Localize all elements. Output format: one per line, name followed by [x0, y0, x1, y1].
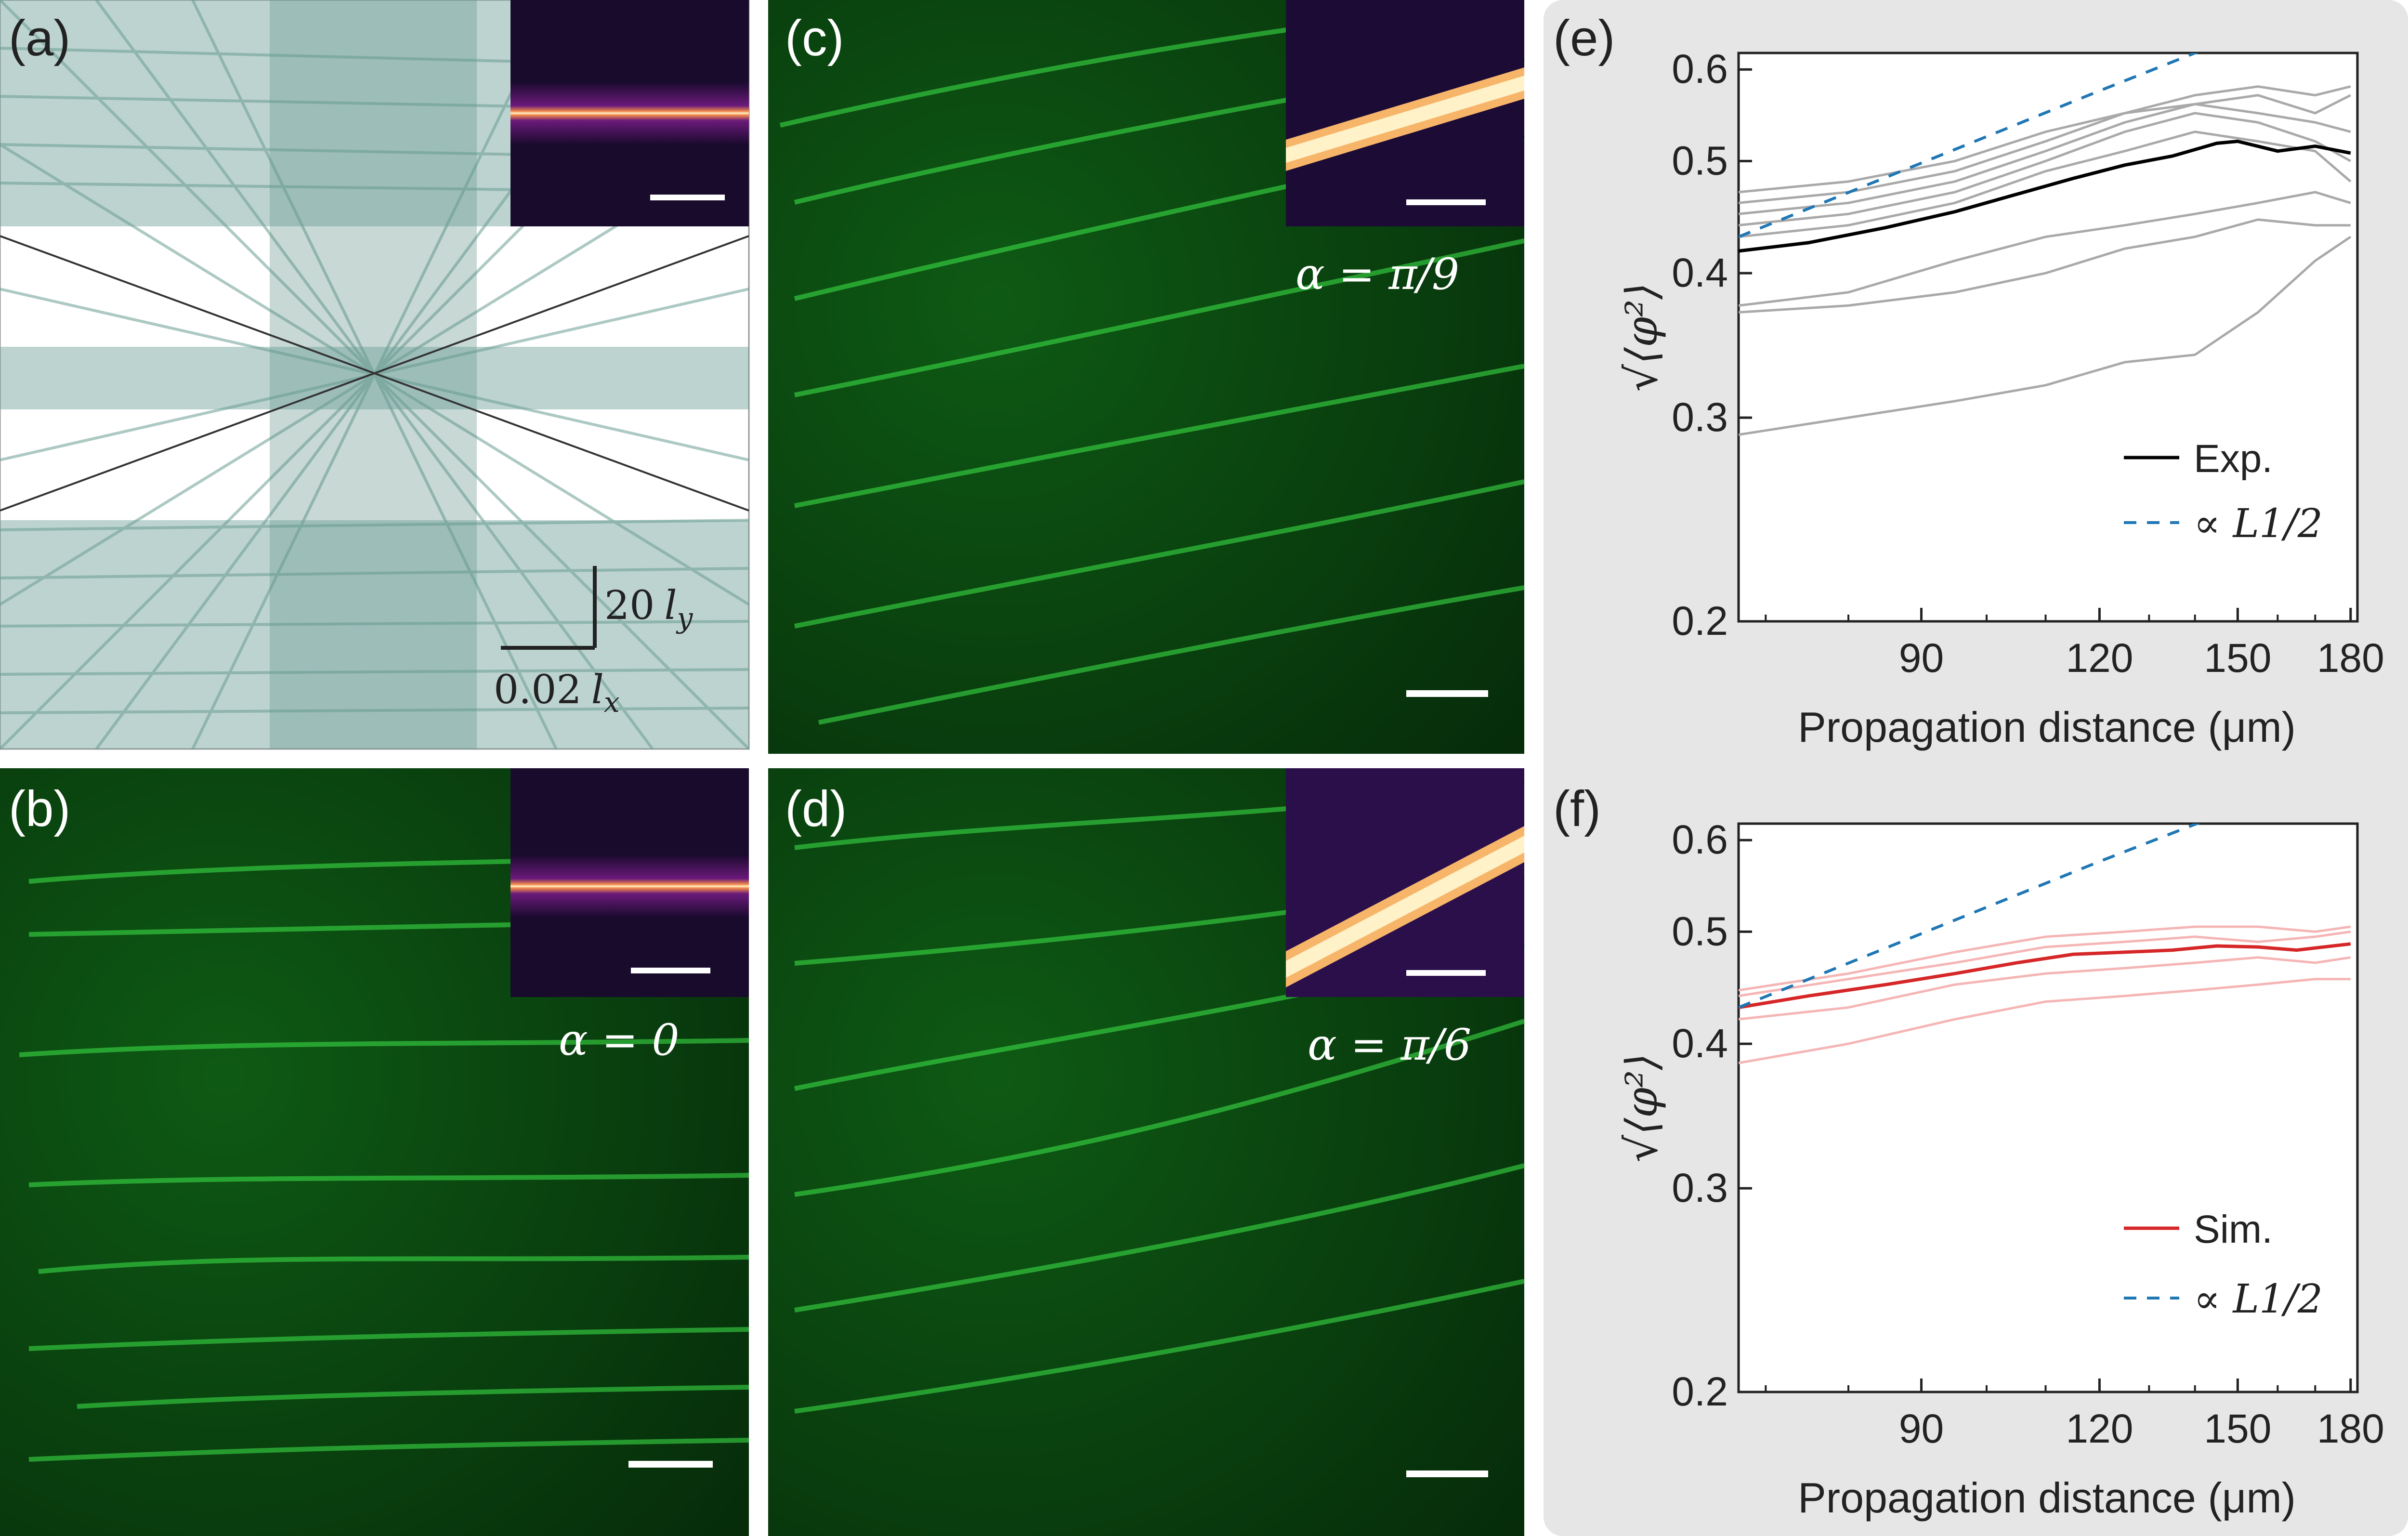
y-tick-label-f-3: 0.5 — [1672, 908, 1728, 954]
chart-e-plot-area — [1737, 52, 2359, 623]
run-line-e-7 — [1739, 236, 2352, 436]
run-line-e-1 — [1739, 94, 2351, 204]
panel-b-label: (b) — [9, 781, 70, 837]
y-tick-label-f-2: 0.4 — [1672, 1021, 1728, 1066]
run-line-f-1 — [1739, 930, 2351, 998]
filaments-c — [779, 0, 1525, 725]
panel-a-inset — [510, 0, 749, 226]
panel-a: (a) 20 ly 0.02 lx — [0, 0, 750, 750]
y-tick-label-f-1: 0.3 — [1672, 1165, 1728, 1210]
run-line-e-3 — [1739, 112, 2352, 227]
panel-b-inset — [510, 768, 749, 997]
chart-f-legend: Sim. ∝ L1/2 — [2124, 1208, 2323, 1322]
x-tick-label-f-0: 90 — [1899, 1406, 1944, 1451]
y-tick-label-f-0: 0.2 — [1672, 1369, 1728, 1414]
x-tick-label-f-2: 150 — [2204, 1406, 2271, 1451]
legend-f-fit-label: ∝ L1/2 — [2194, 1276, 2323, 1322]
panel-b: (b) α = 0 — [0, 768, 749, 1536]
scale-x-label: 0.02 lx — [494, 667, 620, 719]
panel-c: (c) α = π/9 — [768, 0, 1525, 754]
y-tick-label-e-3: 0.5 — [1672, 138, 1728, 183]
run-line-e-5 — [1739, 191, 2351, 307]
caustic-band-bottom — [0, 520, 749, 749]
legend-f-sim-label: Sim. — [2194, 1208, 2273, 1251]
chart-f-runs — [1739, 925, 2351, 1064]
chart-e-xlabel: Propagation distance (μm) — [1798, 703, 2296, 751]
scale-y-label: 20 ly — [604, 583, 694, 634]
chart-e-panel-label: (e) — [1553, 10, 1615, 66]
y-tick-label-f-4: 0.6 — [1672, 817, 1728, 862]
panel-a-scale: 20 ly 0.02 lx — [494, 566, 694, 719]
chart-e-main — [1739, 53, 2351, 253]
panel-d-alpha: α = π/6 — [1308, 1020, 1471, 1070]
panel-c-inset — [1286, 0, 1524, 226]
y-tick-label-e-0: 0.2 — [1672, 598, 1728, 643]
chart-e-ylabel: √⟨φ²⟩ — [1617, 283, 1667, 392]
mean-line-f — [1739, 942, 2351, 1010]
y-tick-label-e-1: 0.3 — [1672, 394, 1728, 440]
x-tick-label-e-0: 90 — [1899, 635, 1944, 681]
x-tick-label-e-3: 180 — [2317, 635, 2384, 681]
panel-b-alpha: α = 0 — [559, 1015, 680, 1065]
caustic-band-middle — [0, 347, 749, 409]
panel-c-label: (c) — [785, 10, 844, 66]
chart-f-main — [1739, 824, 2351, 1010]
chart-f-ylabel: √⟨φ²⟩ — [1617, 1053, 1667, 1163]
x-tick-label-f-3: 180 — [2317, 1406, 2384, 1451]
y-tick-label-e-4: 0.6 — [1672, 46, 1728, 92]
chart-f-panel-label: (f) — [1553, 781, 1601, 837]
panel-a-label: (a) — [9, 10, 70, 66]
filaments-d — [794, 778, 1525, 1414]
y-tick-label-e-2: 0.4 — [1672, 250, 1728, 295]
x-tick-label-e-2: 150 — [2204, 635, 2271, 681]
legend-e-fit-label: ∝ L1/2 — [2194, 501, 2323, 547]
x-tick-label-e-1: 120 — [2066, 635, 2133, 681]
panel-d-label: (d) — [785, 781, 847, 837]
caustic-guide-line-2 — [0, 235, 749, 512]
mean-line-e — [1739, 139, 2351, 253]
x-tick-label-f-1: 120 — [2066, 1406, 2133, 1451]
run-line-f-0 — [1739, 925, 2351, 992]
chart-f-plot-area — [1737, 822, 2359, 1393]
fit-line-e — [1739, 53, 2199, 238]
chart-f-xlabel: Propagation distance (μm) — [1798, 1474, 2296, 1522]
chart-f-ticks: 90 120 150 180 0.2 0.3 0.4 0.5 0.6 — [1672, 817, 2384, 1451]
run-line-e-2 — [1739, 103, 2351, 215]
fit-line-f — [1739, 824, 2201, 1009]
panel-d: (d) α = π/6 — [768, 768, 1525, 1536]
caustic-pattern — [0, 0, 750, 750]
chart-e-ticks: 90 120 150 180 0.2 0.3 0.4 0.5 0.6 — [1672, 46, 2384, 681]
panel-d-inset — [1286, 768, 1524, 997]
panel-c-alpha: α = π/9 — [1296, 249, 1459, 300]
run-line-f-2 — [1739, 956, 2351, 1021]
chart-e-legend: Exp. ∝ L1/2 — [2124, 437, 2323, 547]
chart-e: (e) 90 120 150 180 0.2 0.3 0.4 0.5 0.6 √⟨φ²⟩ Pro… — [1553, 10, 2384, 751]
run-line-e-6 — [1739, 218, 2351, 314]
run-line-f-3 — [1739, 978, 2351, 1064]
chart-f: (f) 90 120 150 180 0.2 0.3 0.4 0.5 0.6 √⟨φ²⟩ Pro… — [1553, 781, 2384, 1522]
legend-e-exp-label: Exp. — [2194, 437, 2273, 481]
